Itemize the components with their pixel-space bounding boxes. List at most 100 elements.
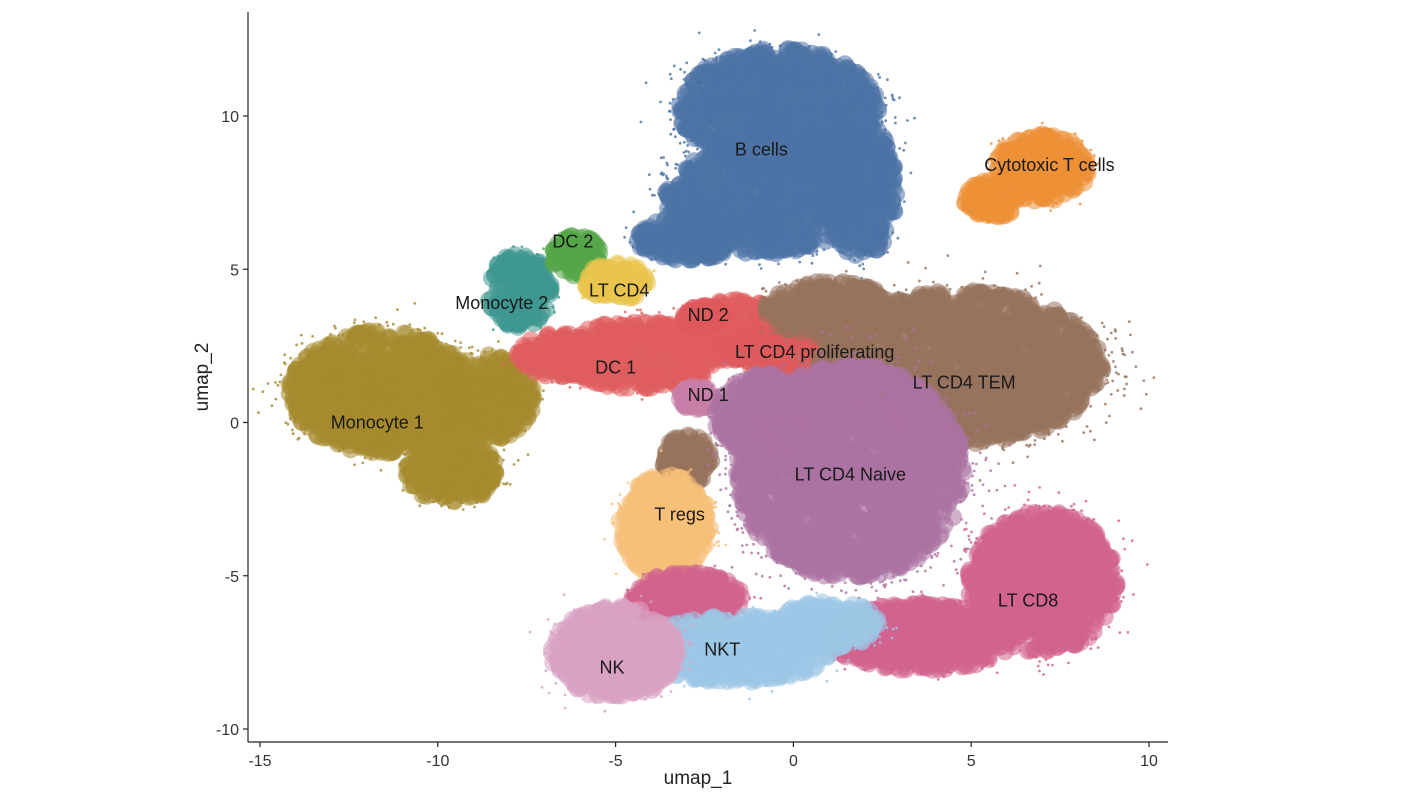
scatter-point [418,504,422,508]
scatter-point [270,404,274,408]
scatter-point [341,333,345,337]
scatter-point [290,356,309,375]
scatter-point [317,354,335,372]
scatter-point [678,141,682,145]
scatter-point [662,156,665,159]
scatter-point [669,132,673,136]
scatter-point [904,141,907,145]
scatter-point [501,458,505,462]
scatter-point [810,261,814,265]
scatter-point [295,343,298,347]
scatter-point [497,340,500,343]
scatter-point [715,60,734,79]
scatter-point [508,483,512,486]
scatter-point [803,218,822,237]
scatter-point [815,141,819,145]
scatter-point [781,105,800,124]
scatter-point [396,308,399,311]
scatter-point [713,51,717,55]
scatter-point [291,428,294,432]
scatter-point [514,364,517,368]
scatter-point [295,374,314,393]
scatter-point [817,33,821,36]
scatter-point [512,463,516,466]
scatter-point [779,133,782,137]
scatter-point [754,40,773,59]
scatter-point [815,55,834,74]
scatter-point [608,327,627,346]
scatter-point [450,361,469,380]
scatter-point [304,427,307,431]
scatter-point [687,150,690,154]
scatter-point [669,330,673,333]
cluster-points-monocyte-1 [251,301,545,511]
scatter-point [802,138,806,142]
scatter-point [303,432,306,436]
scatter-point [554,268,557,271]
scatter-point [522,271,541,289]
scatter-point [478,428,497,446]
scatter-point [536,366,555,385]
scatter-point [319,384,338,402]
scatter-point [325,338,329,341]
scatter-point [758,263,761,266]
scatter-point [540,320,544,324]
scatter-point [815,253,819,256]
scatter-point [891,95,894,98]
scatter-point [813,139,817,142]
scatter-point [670,320,674,323]
scatter-point [685,61,689,65]
scatter-point [668,72,672,76]
scatter-point [283,353,287,357]
scatter-point [485,386,504,405]
scatter-point [695,147,699,151]
scatter-point [858,86,877,105]
scatter-point [505,481,509,485]
scatter-point [876,73,880,76]
scatter-point [399,348,418,367]
scatter-point [433,375,436,378]
scatter-point [279,373,283,377]
scatter-point [408,323,412,326]
scatter-point [300,342,304,345]
scatter-point [677,313,681,317]
scatter-point [542,247,545,251]
scatter-point [371,442,390,461]
scatter-point [374,316,377,320]
scatter-point [311,335,314,338]
scatter-point [668,324,671,327]
scatter-point [433,378,437,382]
scatter-point [423,326,427,330]
scatter-point [470,352,474,356]
scatter-point [459,341,462,345]
scatter-point [777,262,780,266]
scatter-point [632,210,636,214]
scatter-point [353,318,357,322]
scatter-point [424,449,443,468]
scatter-point [818,136,822,140]
scatter-point [497,372,516,391]
scatter-point [548,269,552,273]
scatter-point [686,144,689,147]
scatter-point [560,359,579,378]
scatter-point [714,140,717,144]
scatter-point [639,120,643,124]
scatter-point [369,355,387,374]
scatter-point [361,328,365,332]
scatter-point [385,320,389,324]
scatter-point [338,449,341,453]
scatter-point [668,109,671,113]
scatter-point [759,267,763,270]
scatter-point [703,124,722,143]
scatter-point [650,193,654,197]
scatter-point [266,382,270,385]
scatter-point [541,347,560,366]
scatter-point [673,114,692,133]
scatter-point [523,379,542,398]
scatter-point [754,116,758,120]
scatter-point [674,135,677,139]
scatter-point [878,76,882,79]
scatter-point [520,255,539,274]
scatter-point [289,356,292,360]
